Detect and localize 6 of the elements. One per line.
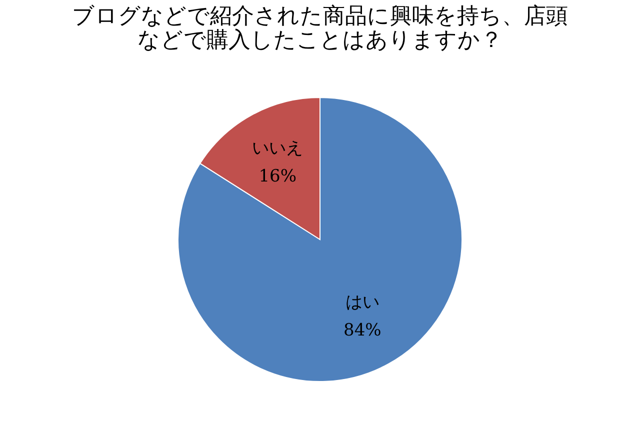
slice-label: いいえ: [252, 138, 304, 158]
data-label: 84%: [343, 320, 382, 341]
pie-slice: [178, 97, 462, 382]
slice-label: はい: [345, 292, 380, 313]
data-label: 16%: [258, 166, 297, 186]
chart-title: ブログなどで紹介された商品に興味を持ち、店頭などで購入したことはありますか？: [72, 4, 568, 53]
